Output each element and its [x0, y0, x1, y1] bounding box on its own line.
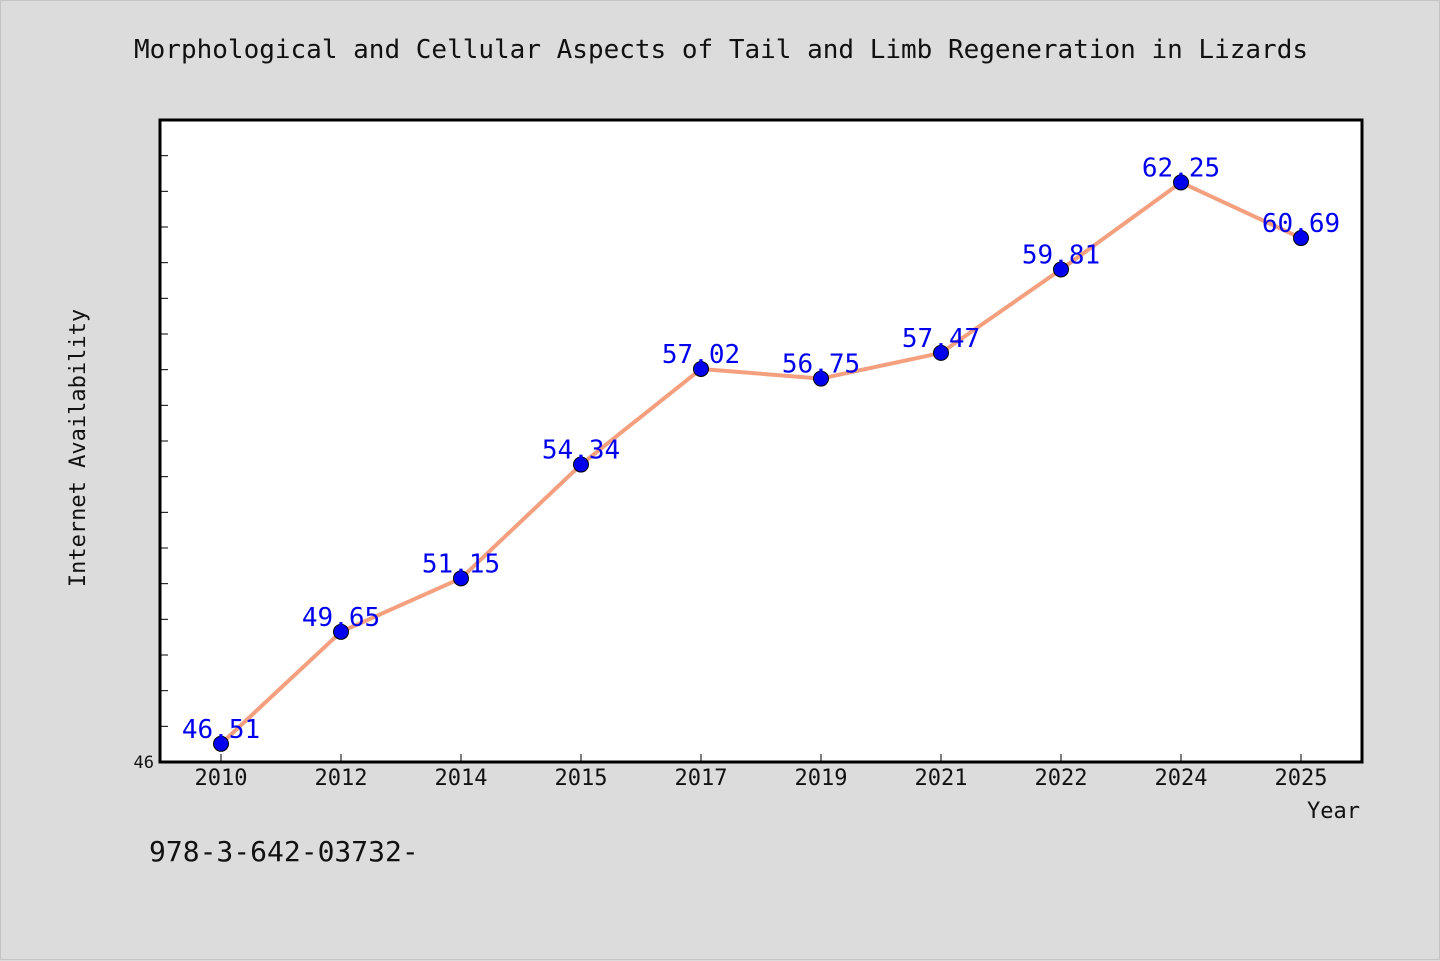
data-label: 49.65: [302, 603, 380, 633]
x-tick-label: 2022: [1035, 766, 1088, 791]
data-point-marker: [573, 456, 589, 473]
data-point-marker: [693, 360, 709, 377]
y-axis-label: Internet Availability: [66, 309, 91, 587]
x-tick-label: 2024: [1155, 766, 1208, 791]
data-label: 60.69: [1262, 209, 1340, 239]
data-label: 57.02: [662, 340, 740, 370]
data-point-marker: [453, 570, 469, 587]
data-point-marker: [1173, 174, 1189, 191]
x-tick-label: 2017: [675, 766, 728, 791]
data-label: 46.51: [182, 715, 260, 745]
x-tick-label: 2021: [915, 766, 968, 791]
data-point-marker: [333, 623, 349, 640]
data-label: 51.15: [422, 549, 500, 579]
data-point-marker: [813, 370, 829, 387]
data-label: 56.75: [782, 350, 860, 380]
x-tick-label: 2019: [795, 766, 848, 791]
x-tick-label: 2025: [1275, 766, 1328, 791]
data-point-marker: [1053, 261, 1069, 278]
plot-area: [158, 118, 1364, 764]
data-label: 54.34: [542, 436, 620, 466]
x-tick-label: 2015: [555, 766, 608, 791]
x-tick-label: 2010: [195, 766, 248, 791]
series-line: [219, 180, 1303, 746]
x-axis-label: Year: [1307, 799, 1360, 824]
data-point-marker: [933, 344, 949, 361]
x-tick-label: 2014: [435, 766, 488, 791]
data-label: 57.47: [902, 324, 980, 354]
y-tick-label: 46: [134, 753, 154, 773]
data-label: 62.25: [1142, 153, 1220, 183]
data-label: 59.81: [1022, 240, 1100, 270]
chart-title: Morphological and Cellular Aspects of Ta…: [134, 35, 1308, 65]
data-point-marker: [1293, 230, 1309, 247]
data-point-marker: [213, 735, 229, 752]
footer-isbn-text: 978-3-642-03732-: [149, 835, 419, 868]
x-tick-label: 2012: [315, 766, 368, 791]
